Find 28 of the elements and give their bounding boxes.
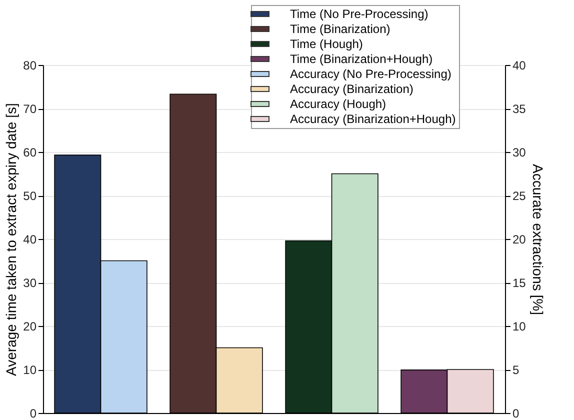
y2-tick-label: 35 bbox=[512, 102, 526, 116]
y2-tick-label: 40 bbox=[512, 58, 526, 72]
y2-tick-label: 30 bbox=[512, 146, 526, 160]
y2-tick-label: 0 bbox=[512, 406, 520, 420]
y2-tick-label: 10 bbox=[512, 320, 526, 334]
y-tick-label: 40 bbox=[23, 232, 37, 246]
legend-label: Accuracy (Binarization+Hough) bbox=[290, 112, 456, 126]
y-tick-label: 60 bbox=[23, 146, 37, 160]
y2-tick-label: 25 bbox=[512, 189, 526, 203]
legend-label: Accuracy (Hough) bbox=[290, 97, 386, 111]
y-tick-label: 10 bbox=[23, 363, 37, 377]
y-tick-label: 70 bbox=[23, 102, 37, 116]
y-tick-label: 20 bbox=[23, 320, 37, 334]
y-tick-label: 50 bbox=[23, 189, 37, 203]
legend-label: Accuracy (No Pre-Processing) bbox=[290, 67, 452, 81]
legend-label: Accuracy (Binarization) bbox=[290, 82, 414, 96]
legend-label: Time (No Pre-Processing) bbox=[290, 7, 428, 21]
y2-tick-label: 5 bbox=[512, 363, 520, 377]
y-axis-title: Average time taken to extract expiry date [s] bbox=[3, 103, 20, 376]
legend-label: Time (Hough) bbox=[290, 37, 363, 51]
y-tick-label: 30 bbox=[23, 276, 37, 290]
y2-tick-label: 20 bbox=[512, 232, 526, 246]
y-tick-label: 80 bbox=[23, 58, 37, 72]
y2-tick-label: 15 bbox=[512, 276, 526, 290]
legend-label: Time (Binarization) bbox=[290, 22, 390, 36]
y-tick-label: 0 bbox=[30, 406, 37, 420]
y2-axis-title: Accurate extractions [%] bbox=[530, 164, 546, 315]
legend-label: Time (Binarization+Hough) bbox=[290, 52, 433, 66]
